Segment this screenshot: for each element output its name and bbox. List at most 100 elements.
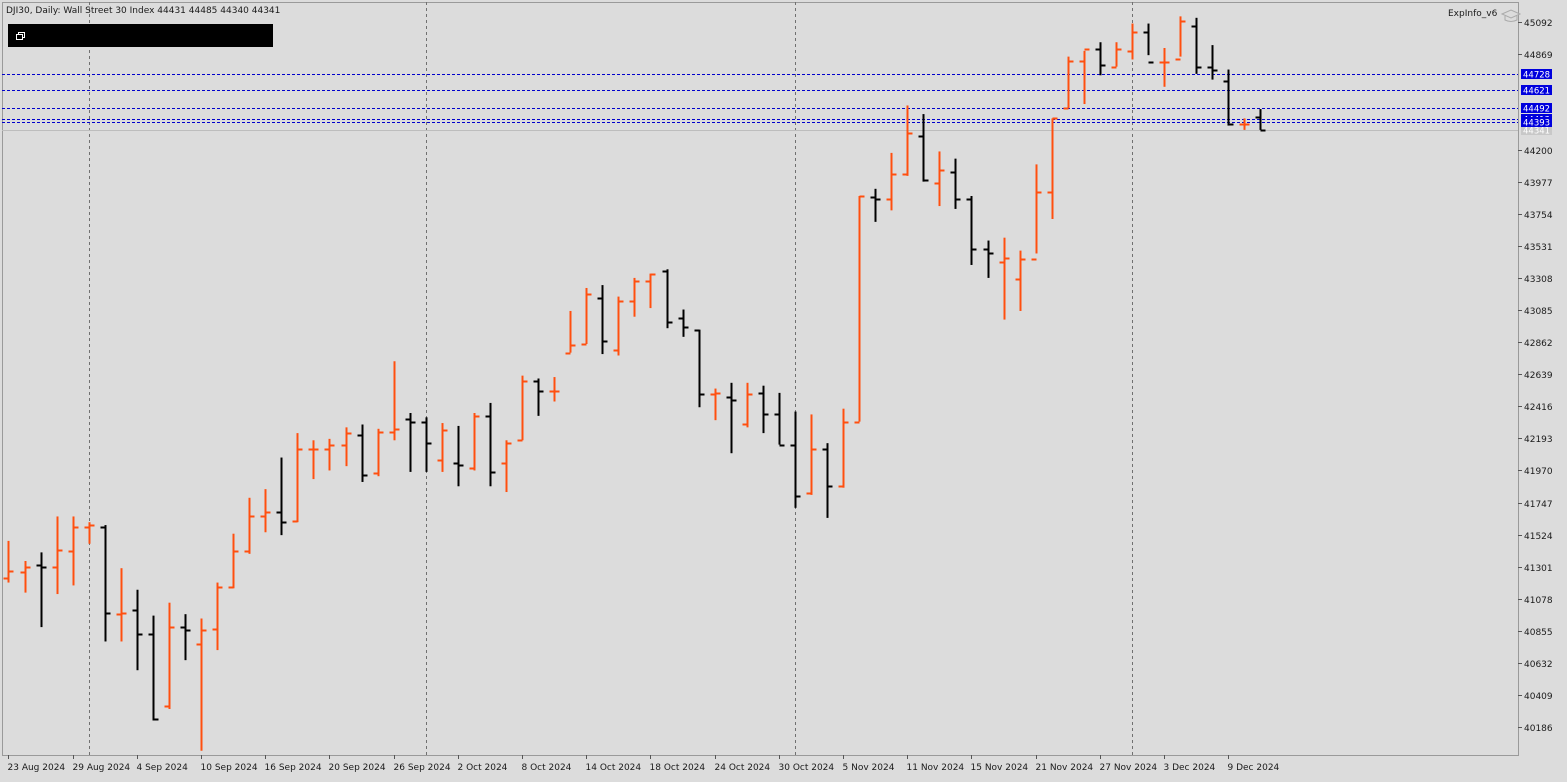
time-tick-label: 18 Oct 2024 (650, 763, 706, 773)
indicator-icon[interactable] (1500, 9, 1522, 22)
ohlc-bar (20, 561, 31, 593)
price-tick-label: 41524 (1524, 532, 1553, 542)
restore-window-icon[interactable] (16, 32, 25, 40)
ohlc-bar (100, 525, 111, 642)
price-tick-label: 41301 (1524, 564, 1553, 574)
ohlc-bar (726, 382, 737, 454)
ohlc-bar (934, 151, 945, 207)
ohlc-bar (1175, 16, 1186, 61)
time-tick-label: 24 Oct 2024 (715, 763, 771, 773)
ohlc-bar (405, 412, 416, 472)
ohlc-bar (806, 414, 817, 495)
chart-title: DJI30, Daily: Wall Street 30 Index 44431… (6, 6, 280, 16)
ohlc-bar (341, 427, 352, 467)
ohlc-bar (549, 377, 560, 402)
price-axis[interactable]: 45092 44869 44200 43977 43754 43531 43308 43085… (1518, 19, 1553, 734)
ohlc-bar (244, 497, 255, 554)
ohlc-bar (1191, 17, 1202, 74)
time-tick-label: 8 Oct 2024 (522, 763, 572, 773)
time-tick-label: 11 Nov 2024 (907, 763, 965, 773)
time-tick-label: 5 Nov 2024 (843, 763, 895, 773)
ohlc-bar (678, 309, 689, 337)
time-tick-label: 26 Sep 2024 (394, 763, 451, 773)
ohlc-bar (437, 423, 448, 472)
level-badge-label: 44621 (1523, 87, 1550, 97)
ohlc-bar (533, 378, 544, 416)
price-tick-label: 44869 (1524, 51, 1553, 61)
ohlc-bar (1143, 23, 1154, 64)
level-badge (1521, 85, 1552, 95)
ohlc-bar (68, 516, 79, 586)
time-axis[interactable]: 23 Aug 2024 29 Aug 2024 4 Sep 2024 10 Sep 2… (8, 755, 1280, 773)
level-badge-label: 44728 (1523, 71, 1550, 81)
ohlc-bar (950, 158, 961, 209)
time-tick-label: 4 Sep 2024 (137, 763, 189, 773)
price-tick-label: 41747 (1524, 500, 1553, 510)
time-tick-label: 9 Dec 2024 (1228, 763, 1280, 773)
price-tick-label: 40632 (1524, 660, 1553, 670)
last-price-badge-label: 44341 (1523, 127, 1550, 137)
ohlc-bar (148, 615, 159, 721)
level-badge (1521, 69, 1552, 79)
ohlc-bar (517, 375, 528, 442)
price-tick-label: 42193 (1524, 435, 1553, 445)
price-tick-label: 43308 (1524, 275, 1553, 285)
time-tick-label: 3 Dec 2024 (1164, 763, 1216, 773)
level-badge-label: 44393 (1523, 119, 1550, 129)
price-tick-label: 42862 (1524, 339, 1553, 349)
time-tick-label: 29 Aug 2024 (73, 763, 131, 773)
ohlc-bar (694, 329, 705, 408)
ohlc-bar (822, 443, 833, 518)
price-tick-label: 43085 (1524, 307, 1553, 317)
time-tick-label: 15 Nov 2024 (971, 763, 1029, 773)
ohlc-bar (581, 287, 592, 346)
ohlc-bar (389, 361, 400, 441)
ohlc-bar (774, 392, 785, 447)
ohlc-bar (999, 237, 1010, 320)
ohlc-bar (790, 411, 801, 508)
ohlc-bars (3, 16, 1266, 751)
plot-frame (2, 2, 1519, 756)
ohlc-bar (1031, 164, 1042, 261)
price-tick-label: 43754 (1524, 211, 1553, 221)
ohlc-bar (1111, 42, 1122, 69)
time-tick-label: 2 Oct 2024 (458, 763, 508, 773)
indicator-label: ExpInfo_v6 (1448, 9, 1498, 19)
price-tick-label: 43977 (1524, 179, 1553, 189)
ohlc-bar (485, 402, 496, 487)
ohlc-bar (597, 285, 608, 355)
ohlc-bar (116, 568, 127, 642)
ohlc-bar (870, 188, 881, 222)
price-tick-label: 42416 (1524, 403, 1553, 413)
ohlc-bar (373, 428, 384, 477)
price-tick-label: 44200 (1524, 147, 1553, 157)
ohlc-bar (645, 273, 656, 309)
ohlc-bar (1207, 45, 1218, 80)
level-badge (1521, 117, 1552, 127)
ohlc-bar (1127, 23, 1138, 60)
time-tick-label: 23 Aug 2024 (8, 763, 66, 773)
price-tick-label: 43531 (1524, 243, 1553, 253)
ohlc-bar (1047, 117, 1058, 219)
level-badge (1521, 103, 1552, 113)
price-tick-label: 42639 (1524, 371, 1553, 381)
info-panel[interactable] (8, 24, 273, 47)
ohlc-bar (212, 582, 223, 651)
ohlc-bar (1079, 48, 1090, 105)
ohlc-bar (886, 152, 897, 211)
ohlc-bar (84, 522, 95, 544)
ohlc-bar (662, 269, 673, 329)
price-tick-label: 40855 (1524, 628, 1553, 638)
ohlc-bar (132, 589, 143, 671)
ohlc-bar (1095, 42, 1106, 76)
ohlc-bar (260, 489, 271, 533)
ohlc-bar (164, 602, 175, 710)
time-tick-label: 16 Sep 2024 (265, 763, 322, 773)
ohlc-bar (469, 412, 480, 471)
ohlc-bar (742, 382, 753, 428)
ohlc-bar (36, 552, 47, 628)
ohlc-bar (1223, 69, 1234, 126)
time-tick-label: 30 Oct 2024 (779, 763, 835, 773)
